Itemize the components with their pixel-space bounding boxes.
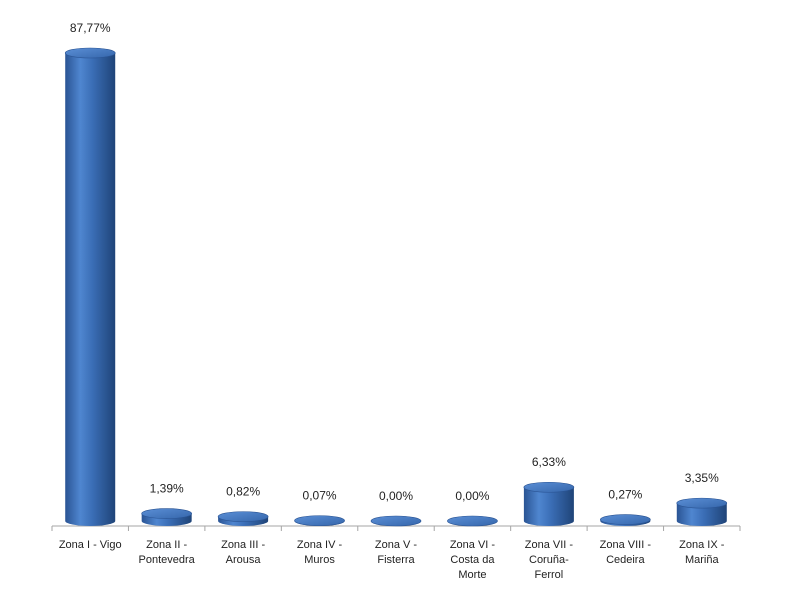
- bar-top: [141, 508, 192, 519]
- bar-1: [64, 47, 116, 526]
- bar-top: [370, 515, 422, 527]
- bar-3: [217, 511, 269, 526]
- bar-4: [294, 515, 345, 526]
- data-label: 1,39%: [150, 482, 184, 496]
- bar-6: [447, 515, 498, 527]
- bar-body: [65, 53, 116, 526]
- category-label: Zona VIII -Cedeira: [600, 539, 652, 566]
- bar-8: [600, 514, 651, 526]
- bar-top: [294, 515, 345, 526]
- category-label: Zona VI -Costa da Morte: [450, 539, 496, 581]
- bar-top: [523, 481, 575, 493]
- data-label: 0,00%: [379, 489, 413, 503]
- data-label: 0,27%: [608, 488, 642, 502]
- bar-top: [64, 47, 116, 59]
- category-label: Zona II -Pontevedra: [139, 539, 196, 566]
- bar-2: [141, 508, 192, 526]
- data-label: 87,77%: [70, 21, 111, 35]
- data-label: 0,00%: [455, 489, 489, 503]
- bar-top: [217, 511, 269, 522]
- data-label: 0,82%: [226, 485, 260, 499]
- data-label: 6,33%: [532, 455, 566, 469]
- category-label: Zona IV -Muros: [297, 539, 343, 566]
- category-label: Zona III -Arousa: [221, 539, 265, 566]
- data-label: 0,07%: [303, 489, 337, 503]
- bar-9: [676, 497, 728, 526]
- data-label: 3,35%: [685, 471, 719, 485]
- category-label: Zona VII -Coruña-Ferrol: [525, 539, 574, 581]
- bar-5: [370, 515, 422, 527]
- category-label: Zona I - Vigo: [59, 539, 122, 551]
- bar-top: [447, 515, 498, 527]
- bar-top: [676, 497, 728, 509]
- bar-7: [523, 481, 575, 526]
- bar-body: [676, 503, 727, 526]
- category-label: Zona IX -Mariña: [679, 539, 725, 566]
- bar-top: [600, 514, 651, 525]
- bar-body: [523, 487, 574, 526]
- category-label: Zona V -Fisterra: [375, 539, 418, 566]
